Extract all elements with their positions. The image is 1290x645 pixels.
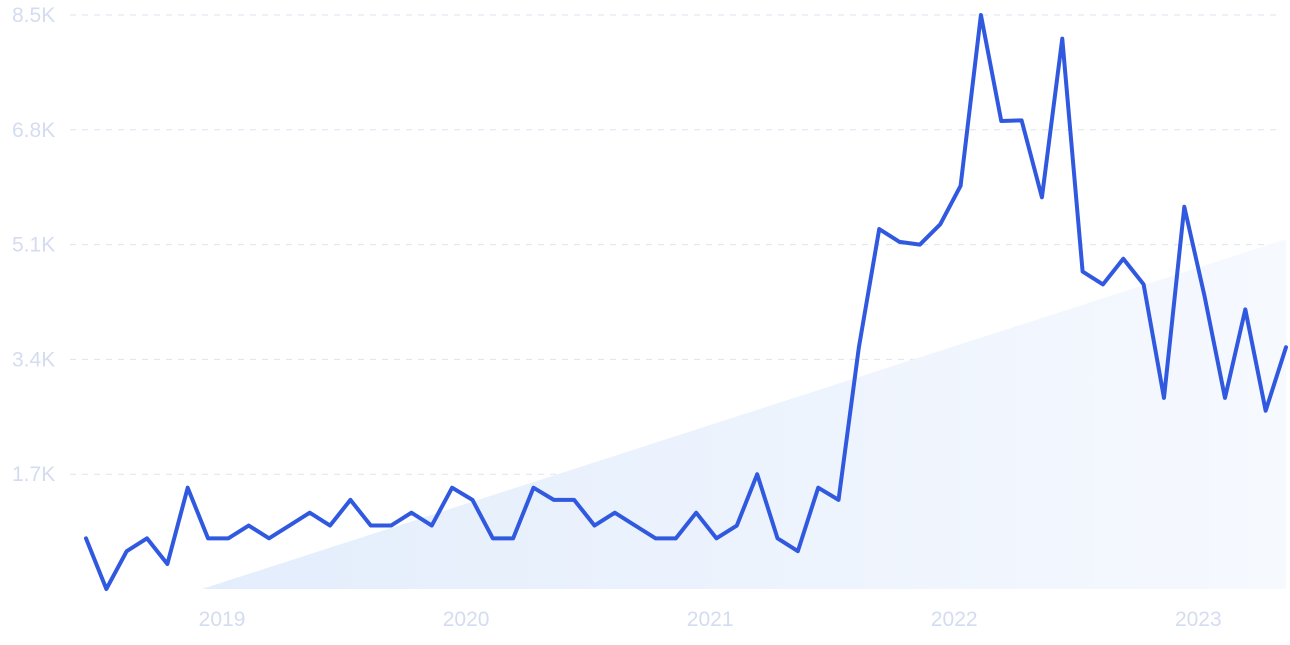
series-line-0	[84, 13, 1288, 591]
y-tick-label: 1.7K	[12, 463, 55, 486]
y-tick-label: 8.5K	[12, 4, 55, 27]
x-axis-ticks: 2019 2020 2021 2022 2023	[199, 608, 1222, 631]
x-tick-label: 2022	[931, 608, 978, 631]
x-tick-label: 2019	[199, 608, 246, 631]
y-tick-label: 5.1K	[12, 234, 55, 257]
x-tick-label: 2020	[443, 608, 490, 631]
trend-area	[202, 239, 1286, 590]
x-tick-label: 2021	[687, 608, 734, 631]
y-tick-label: 6.8K	[12, 119, 55, 142]
x-tick-label: 2023	[1175, 608, 1222, 631]
series-layer	[84, 13, 1288, 591]
y-tick-label: 3.4K	[12, 348, 55, 371]
trend-area-layer	[202, 239, 1286, 590]
y-axis-ticks: 1.7K 3.4K 5.1K 6.8K 8.5K	[12, 4, 55, 486]
